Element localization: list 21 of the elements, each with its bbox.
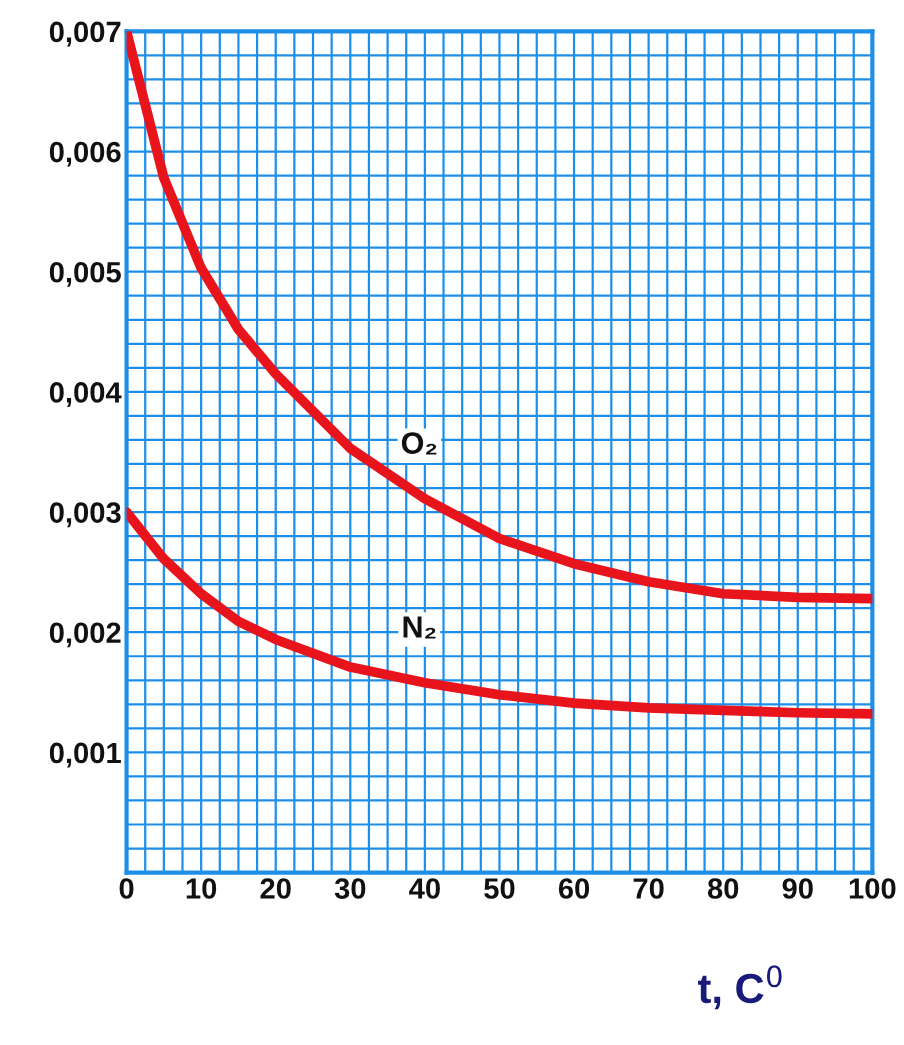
y-tick-label: 0,004 bbox=[49, 382, 122, 407]
y-tick-label: 0,003 bbox=[49, 502, 121, 528]
x-tick-label: 0 bbox=[119, 878, 134, 899]
y-tick-label: 0,002 bbox=[49, 622, 121, 648]
series-label: N₂ bbox=[403, 616, 436, 639]
y-tick-label: 0,001 bbox=[49, 742, 121, 768]
x-tick-label: 100 bbox=[849, 878, 896, 899]
x-tick-label: 10 bbox=[186, 878, 217, 899]
y-tick-label: 0,006 bbox=[49, 141, 121, 167]
x-tick-label: 70 bbox=[633, 878, 664, 899]
x-tick-label: 30 bbox=[334, 878, 366, 899]
x-tick-label: 20 bbox=[260, 878, 291, 899]
y-tick-label: 0,007 bbox=[49, 21, 121, 47]
y-tick-label: 0,005 bbox=[49, 261, 121, 287]
x-tick-label: 90 bbox=[782, 878, 813, 899]
x-tick-label: 40 bbox=[409, 878, 440, 899]
series-label: O₂ bbox=[401, 432, 437, 455]
x-tick-label: 60 bbox=[558, 878, 590, 899]
x-tick-label: 80 bbox=[707, 878, 739, 899]
x-tick-label: 50 bbox=[484, 878, 515, 899]
x-axis-title: t, C$^{0}$ bbox=[698, 965, 782, 1010]
